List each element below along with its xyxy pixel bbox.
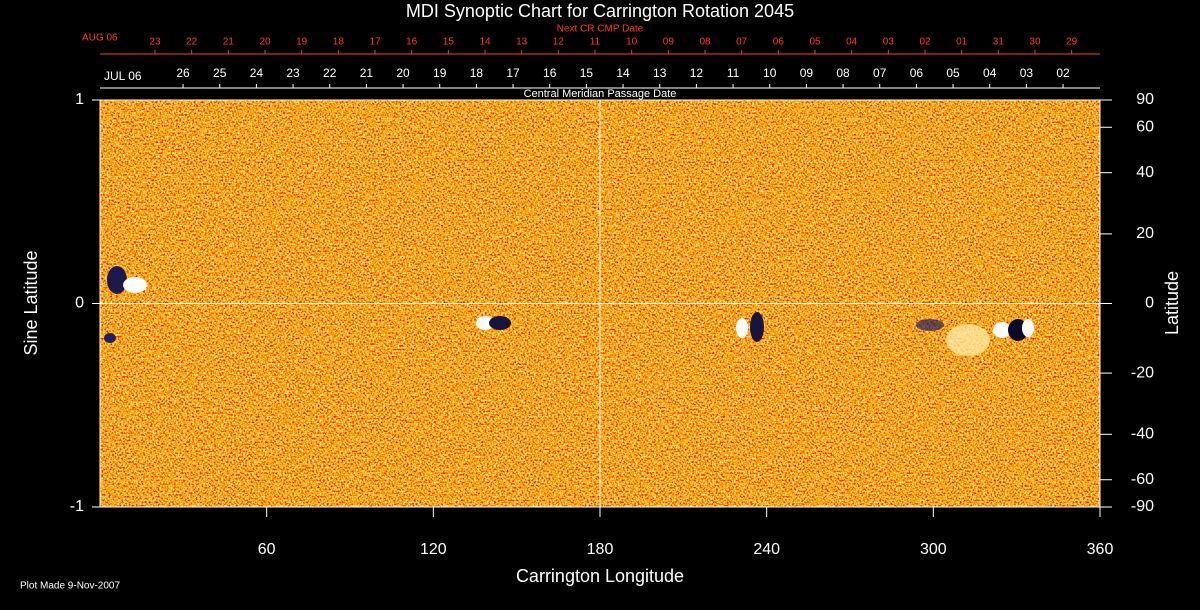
y2-tick-label: 20 xyxy=(1136,225,1154,242)
top-axis-label: 06 xyxy=(910,66,924,80)
top-axis-label: 10 xyxy=(763,66,777,80)
top-axis-label: 04 xyxy=(846,37,858,48)
top-axis-label: 22 xyxy=(186,37,198,48)
top-axis-label: 24 xyxy=(250,66,264,80)
x-tick-label: 60 xyxy=(258,541,276,558)
top-axis-label: 06 xyxy=(773,37,785,48)
top-axis-label: 21 xyxy=(360,66,374,80)
top-axis-label: 13 xyxy=(516,37,528,48)
top-axis-label: 17 xyxy=(506,66,520,80)
x-tick-label: 240 xyxy=(753,541,780,558)
y2-tick-label: 0 xyxy=(1145,295,1154,312)
top-axis-title: Next CR CMP Date xyxy=(557,24,644,35)
top-axis-label: 18 xyxy=(333,37,345,48)
top-axis-label: 18 xyxy=(470,66,484,80)
top-axis-label: 02 xyxy=(1056,66,1070,80)
footer: Plot Made 9-Nov-2007 xyxy=(20,581,120,592)
top-axis-label: 26 xyxy=(176,66,190,80)
top-axis-label: 10 xyxy=(626,37,638,48)
y-tick-label: -1 xyxy=(70,498,84,515)
top-axis-label: 20 xyxy=(259,37,271,48)
top-axis-title: Central Meridian Passage Date xyxy=(524,88,677,100)
y-tick-label: 0 xyxy=(75,295,84,312)
x-tick-label: 360 xyxy=(1087,541,1114,558)
top-axis-label: 05 xyxy=(809,37,821,48)
top-axis-label: 13 xyxy=(653,66,667,80)
y2-tick-label: 40 xyxy=(1136,164,1154,181)
top-axis-label: 15 xyxy=(443,37,455,48)
top-axis-label: 14 xyxy=(479,37,491,48)
top-axis-label: 09 xyxy=(800,66,814,80)
top-axis-label: 22 xyxy=(323,66,337,80)
y2-tick-label: -60 xyxy=(1131,471,1154,488)
x-tick-label: 180 xyxy=(587,541,614,558)
top-axis-label: 07 xyxy=(873,66,887,80)
top-axis-label: 16 xyxy=(406,37,418,48)
top-axis-label: 09 xyxy=(663,37,675,48)
top-axis-label: 15 xyxy=(580,66,594,80)
top-axis-label: 01 xyxy=(956,37,968,48)
y2-tick-label: -20 xyxy=(1131,364,1154,381)
top-axis-start-label: AUG 06 xyxy=(82,33,118,44)
y-tick-label: 1 xyxy=(75,91,84,108)
y2-tick-label: 60 xyxy=(1136,118,1154,135)
top-axis-label: 11 xyxy=(590,37,601,48)
top-axis-label: 07 xyxy=(736,37,748,48)
top-axis-label: 02 xyxy=(919,37,931,48)
top-axis-label: 23 xyxy=(149,37,161,48)
top-axis-label: 17 xyxy=(369,37,381,48)
top-axis-label: 05 xyxy=(946,66,960,80)
top-axis-label: 03 xyxy=(1020,66,1034,80)
x-tick-label: 120 xyxy=(420,541,447,558)
top-axis-label: 21 xyxy=(223,37,235,48)
top-axis-label: 08 xyxy=(836,66,850,80)
top-axis-label: 19 xyxy=(433,66,447,80)
x-tick-label: 300 xyxy=(920,541,947,558)
top-axis-label: 31 xyxy=(993,37,1005,48)
top-axis-label: 16 xyxy=(543,66,557,80)
active-regions xyxy=(104,266,1034,356)
top-axis-label: 19 xyxy=(296,37,308,48)
y2-tick-label: -90 xyxy=(1131,498,1154,515)
top-axis-label: 11 xyxy=(727,66,740,80)
top-axis-label: 04 xyxy=(983,66,997,80)
top-axis-label: 23 xyxy=(286,66,300,80)
y2-tick-label: -40 xyxy=(1131,426,1154,443)
y2-tick-label: 90 xyxy=(1136,91,1154,108)
top-axis-label: 25 xyxy=(213,66,227,80)
top-axis-label: 20 xyxy=(396,66,410,80)
top-axis-label: 12 xyxy=(553,37,565,48)
top-axis-label: 03 xyxy=(883,37,895,48)
top-axis-label: 29 xyxy=(1066,37,1078,48)
top-axis-start-label: JUL 06 xyxy=(104,69,142,83)
top-axis-label: 08 xyxy=(699,37,711,48)
top-axis-label: 14 xyxy=(616,66,630,80)
x-axis-label: Carrington Longitude xyxy=(516,566,684,586)
top-axis-label: 30 xyxy=(1029,37,1041,48)
top-axis-label: 12 xyxy=(690,66,704,80)
y-axis-label: Sine Latitude xyxy=(21,250,41,355)
y2-axis-label: Latitude xyxy=(1162,271,1182,335)
chart-title: MDI Synoptic Chart for Carrington Rotati… xyxy=(406,1,794,21)
